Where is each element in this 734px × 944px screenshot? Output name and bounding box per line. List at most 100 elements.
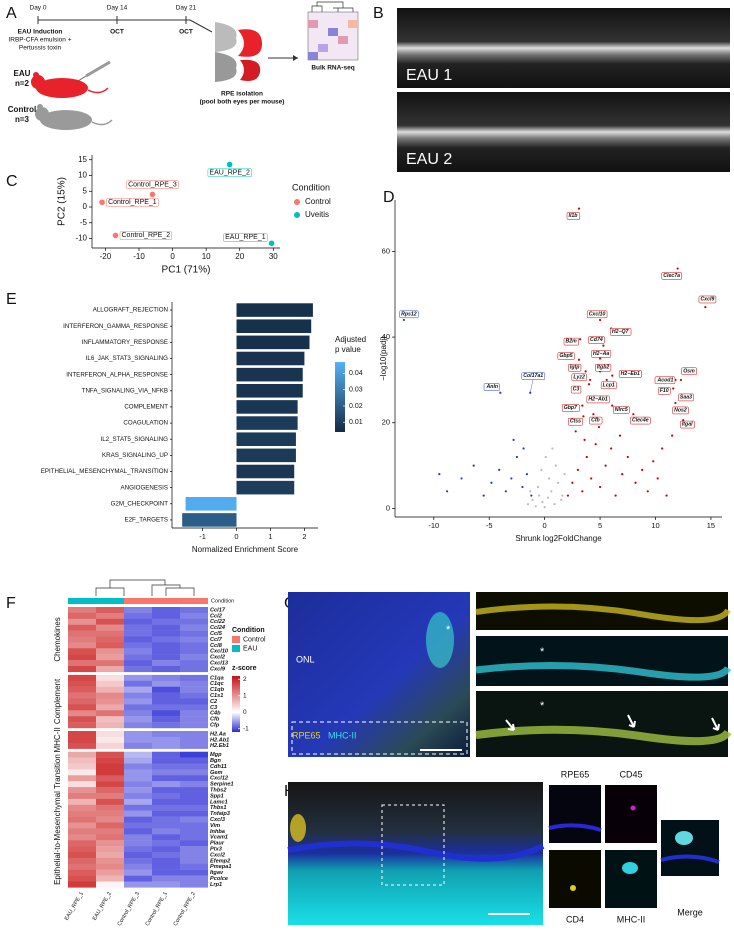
label-box (126, 180, 179, 190)
label-box (658, 387, 671, 395)
point-label: EAU_RPE_1 (225, 234, 266, 241)
x-axis-label: Normalized Enrichment Score (192, 545, 299, 554)
label-box (591, 350, 612, 358)
point-label: F10 (660, 388, 669, 394)
point-label: Nos2 (674, 407, 687, 413)
condition-cell (96, 598, 124, 604)
row-label: Efemp2 (210, 858, 231, 864)
point-label: B2m (565, 339, 577, 345)
legend-swatch (232, 645, 240, 652)
heat-cell (68, 798, 96, 805)
mini-cell (318, 44, 328, 52)
category-label: IL2_STAT5_SIGNALING (100, 436, 168, 443)
column-label: EAU_RPE_2 (92, 891, 113, 922)
heat-cell (152, 798, 180, 805)
colorbar-label: 0.03 (349, 387, 363, 394)
heat-cell (180, 787, 208, 794)
heat-cell (124, 642, 152, 649)
merge-image (661, 820, 719, 876)
heat-cell (124, 660, 152, 667)
heat-cell (180, 736, 208, 743)
x-tick-label: 15 (707, 521, 715, 530)
heat-cell (180, 763, 208, 770)
induction-label: IRBP-CFA emulsion + (8, 37, 71, 44)
legend-title: z-score (232, 665, 257, 672)
point (544, 455, 547, 459)
point (665, 494, 668, 497)
heat-cell (96, 618, 124, 625)
point (646, 490, 649, 493)
heat-cell (152, 698, 180, 705)
heat-cell (124, 834, 152, 841)
heat-cell (152, 716, 180, 723)
point (605, 378, 608, 382)
heat-cell (180, 828, 208, 835)
point-label: Lyz2 (573, 374, 585, 380)
bar (236, 416, 298, 430)
bar (185, 497, 237, 511)
heat-cell (96, 698, 124, 705)
heat-cell (152, 722, 180, 729)
channel-label: CD4 (566, 914, 584, 924)
point-label: Gbp7 (564, 405, 578, 411)
point-label: Igtp (570, 365, 580, 371)
point (402, 318, 405, 322)
point (550, 490, 553, 493)
legend-swatch (232, 636, 240, 643)
category-label: ANGIOGENESIS (121, 484, 168, 491)
heat-cell (152, 787, 180, 794)
rpe65-band (475, 603, 731, 624)
heat-cell (180, 863, 208, 870)
point-label: Cxcl9 (700, 296, 714, 302)
point (579, 338, 582, 341)
heat-cell (96, 775, 124, 782)
row-label: Ccl22 (210, 619, 226, 625)
x-tick-label: 10 (651, 521, 659, 530)
heat-cell (96, 846, 124, 853)
point-label: Gbp5 (559, 353, 572, 359)
x-tick-label: 0 (234, 532, 238, 541)
row-label: Ccl8 (210, 643, 223, 649)
bar (236, 480, 295, 495)
label-box (119, 231, 172, 240)
x-tick-label: 20 (235, 252, 244, 261)
colorbar-label: 0.04 (349, 370, 363, 377)
group-label: MHC-II (53, 727, 62, 752)
heat-cell (180, 642, 208, 649)
heat-cell (68, 828, 96, 835)
channel-signal (570, 885, 576, 891)
row-label: H2.Ab1 (210, 737, 229, 743)
point-label: Control_RPE_1 (108, 199, 157, 206)
label-box (589, 416, 603, 425)
heat-cell (96, 731, 124, 738)
point (556, 481, 560, 484)
row-label: Pmepa1 (210, 864, 231, 870)
heat-cell (180, 881, 208, 888)
label-box (561, 404, 580, 412)
heat-cell (180, 875, 208, 882)
point (634, 481, 637, 484)
heat-cell (96, 804, 124, 811)
heat-cell (180, 607, 208, 614)
row-label: Thbs2 (210, 788, 227, 794)
heat-cell (124, 787, 152, 794)
group-n: n=2 (15, 79, 30, 88)
point (521, 485, 524, 489)
heat-cell (96, 852, 124, 859)
heat-cell (124, 692, 152, 699)
heat-cell (152, 869, 180, 876)
heat-cell (152, 816, 180, 823)
channel-label: CD45 (619, 769, 642, 779)
point (679, 378, 683, 382)
heat-cell (96, 869, 124, 876)
label-box (568, 417, 583, 426)
mouse-control-ear (37, 104, 43, 110)
point-label: Clec4e (632, 418, 649, 424)
bar (236, 432, 296, 446)
column-label: Control_RPE_2 (173, 891, 197, 927)
label-box (207, 168, 252, 178)
point (526, 503, 530, 506)
heat-cell (124, 769, 152, 776)
point (618, 434, 622, 437)
mini-cell (308, 20, 318, 28)
